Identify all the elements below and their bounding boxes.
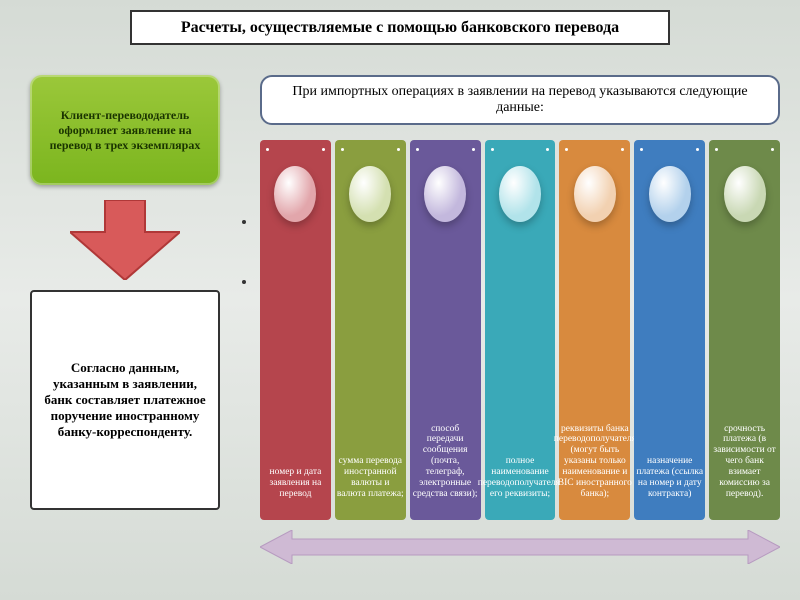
decorative-dot <box>472 148 475 151</box>
column-label: полное наименование переводополучателя, … <box>485 321 556 500</box>
double-arrow-icon <box>260 530 780 564</box>
column-oval <box>574 166 616 222</box>
decorative-dot <box>341 148 344 151</box>
column-label: срочность платежа (в зависимости от чего… <box>709 275 780 500</box>
decorative-dot <box>242 280 246 284</box>
column-label: назначение платежа (ссылка на номер и да… <box>634 323 705 500</box>
column-oval <box>274 166 316 222</box>
data-column: номер и дата заявления на перевод <box>260 140 331 520</box>
data-columns: номер и дата заявления на переводсумма п… <box>260 140 780 520</box>
bank-action-text: Согласно данным, указанным в заявлении, … <box>40 360 210 440</box>
column-label: реквизиты банка переводополучателя (могу… <box>559 218 630 500</box>
column-oval <box>649 166 691 222</box>
data-column: назначение платежа (ссылка на номер и да… <box>634 140 705 520</box>
data-column: полное наименование переводополучателя, … <box>485 140 556 520</box>
column-label: способ передачи сообщения (почта, телегр… <box>410 282 481 500</box>
column-oval <box>499 166 541 222</box>
client-box-text: Клиент-перевододатель оформляет заявлени… <box>38 108 212 153</box>
page-title: Расчеты, осуществляемые с помощью банков… <box>130 10 670 45</box>
decorative-dot <box>546 148 549 151</box>
decorative-dot <box>621 148 624 151</box>
decorative-dot <box>715 148 718 151</box>
column-label: сумма перевода иностранной валюты и валю… <box>335 328 406 500</box>
data-header-text: При импортных операциях в заявлении на п… <box>272 84 768 116</box>
column-oval <box>724 166 766 222</box>
data-column: сумма перевода иностранной валюты и валю… <box>335 140 406 520</box>
data-header-box: При импортных операциях в заявлении на п… <box>260 75 780 125</box>
data-column: реквизиты банка переводополучателя (могу… <box>559 140 630 520</box>
title-text: Расчеты, осуществляемые с помощью банков… <box>181 19 619 36</box>
decorative-dot <box>322 148 325 151</box>
decorative-dot <box>416 148 419 151</box>
decorative-dot <box>565 148 568 151</box>
data-column: способ передачи сообщения (почта, телегр… <box>410 140 481 520</box>
data-column: срочность платежа (в зависимости от чего… <box>709 140 780 520</box>
column-oval <box>349 166 391 222</box>
client-box: Клиент-перевододатель оформляет заявлени… <box>30 75 220 185</box>
column-label: номер и дата заявления на перевод <box>260 367 331 500</box>
bank-action-box: Согласно данным, указанным в заявлении, … <box>30 290 220 510</box>
decorative-dot <box>397 148 400 151</box>
decorative-dot <box>266 148 269 151</box>
column-oval <box>424 166 466 222</box>
decorative-dot <box>491 148 494 151</box>
decorative-dot <box>771 148 774 151</box>
decorative-dot <box>242 220 246 224</box>
decorative-dot <box>696 148 699 151</box>
decorative-dot <box>640 148 643 151</box>
